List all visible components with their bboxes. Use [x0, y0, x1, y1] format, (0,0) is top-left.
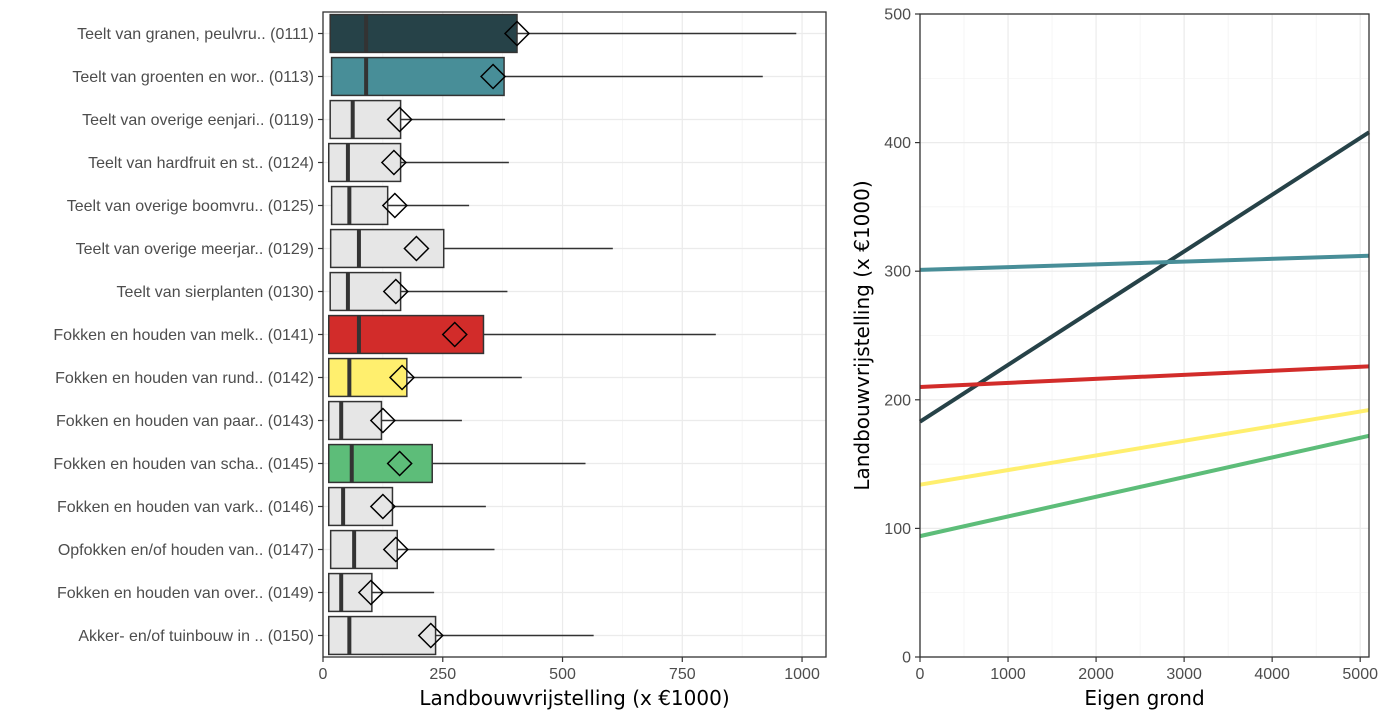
- boxplot-category-label: Teelt van sierplanten (0130): [117, 284, 314, 301]
- box-row: [327, 400, 462, 441]
- line-x-tick-label: 3000: [1166, 666, 1202, 683]
- line-y-axis-title: Landbouwvrijstelling (x €1000): [850, 180, 874, 490]
- box-mean-marker: [388, 364, 416, 391]
- series-line: [919, 408, 1370, 487]
- boxplot-x-tick-label: 750: [669, 666, 696, 683]
- boxplot-category-label: Fokken en houden van rund.. (0142): [55, 370, 314, 387]
- line-x-tick-label: 5000: [1342, 666, 1378, 683]
- boxplot-x-tick-label: 0: [319, 666, 328, 683]
- line-x-tick-label: 2000: [1078, 666, 1114, 683]
- boxplot-category-label: Fokken en houden van scha.. (0145): [53, 456, 314, 473]
- line-gridlines: [919, 13, 1369, 658]
- box-iqr: [329, 271, 402, 312]
- box-mean-marker: [357, 579, 384, 606]
- box-row: [327, 572, 435, 613]
- box-iqr: [327, 357, 408, 398]
- box-row: [327, 142, 509, 183]
- box-row: [329, 99, 506, 140]
- box-mean-marker: [403, 235, 430, 262]
- box-row: [330, 56, 763, 97]
- line-x-tick-label: 0: [916, 666, 925, 683]
- box-iqr: [327, 443, 433, 484]
- boxplot-category-label: Opfokken en/of houden van.. (0147): [58, 542, 314, 559]
- boxplot-category-label: Akker- en/of tuinbouw in .. (0150): [78, 628, 314, 645]
- boxplot-category-label: Teelt van overige meerjar.. (0129): [76, 241, 314, 258]
- box-row: [327, 357, 522, 398]
- line-frame: [919, 13, 1370, 658]
- line-y-tick-label: 300: [884, 264, 911, 281]
- box-mean-marker: [369, 407, 396, 434]
- box-row: [327, 615, 594, 656]
- box-iqr: [329, 99, 402, 140]
- boxplot-category-label: Fokken en houden van paar.. (0143): [56, 413, 314, 430]
- box-mean-marker: [441, 321, 468, 348]
- box-iqr: [327, 400, 383, 441]
- box-row: [327, 314, 716, 355]
- box-mean-marker: [369, 493, 396, 520]
- box-mean-marker: [382, 536, 409, 563]
- line-y-tick-label: 400: [884, 135, 911, 152]
- box-iqr: [330, 56, 505, 97]
- line-y-tick-label: 0: [902, 650, 911, 667]
- series-line: [918, 130, 1371, 424]
- series-line: [919, 364, 1370, 389]
- series-line: [919, 433, 1370, 539]
- boxplot-marks: [327, 13, 797, 656]
- boxplot-ticks: Teelt van granen, peulvru.. (0111) Teelt …: [53, 26, 820, 683]
- box-iqr: [329, 228, 445, 269]
- boxplot-x-tick-label: 500: [549, 666, 576, 683]
- boxplot-category-label: Fokken en houden van over.. (0149): [57, 585, 314, 602]
- line-y-tick-label: 500: [884, 7, 911, 24]
- box-row: [329, 271, 508, 312]
- box-iqr: [329, 529, 399, 570]
- box-row: [329, 529, 495, 570]
- boxplot-x-tick-label: 250: [429, 666, 456, 683]
- box-mean-marker: [503, 20, 531, 47]
- box-mean-marker: [382, 278, 409, 305]
- box-iqr: [327, 142, 402, 183]
- line-marks: [918, 130, 1371, 539]
- boxplot-panel: Teelt van granen, peulvru.. (0111) Teelt …: [53, 11, 827, 710]
- boxplot-category-label: Fokken en houden van vark.. (0146): [57, 499, 314, 516]
- box-row: [327, 486, 486, 527]
- series-line: [919, 253, 1370, 272]
- line-x-tick-label: 1000: [990, 666, 1026, 683]
- box-iqr: [329, 13, 518, 54]
- box-mean-marker: [381, 192, 408, 219]
- line-y-tick-label: 200: [884, 392, 911, 409]
- box-row: [330, 185, 470, 226]
- box-mean-marker: [417, 622, 444, 649]
- boxplot-category-label: Teelt van granen, peulvru.. (0111): [77, 26, 314, 43]
- box-row: [329, 228, 613, 269]
- line-x-axis-title: Eigen grond: [1084, 686, 1204, 710]
- line-x-tick-label: 4000: [1254, 666, 1290, 683]
- box-iqr: [327, 572, 373, 613]
- boxplot-category-label: Teelt van hardfruit en st.. (0124): [88, 155, 314, 172]
- box-mean-marker: [480, 63, 507, 90]
- box-iqr: [327, 314, 485, 355]
- box-mean-marker: [386, 106, 413, 133]
- box-mean-marker: [380, 149, 407, 176]
- box-iqr: [330, 185, 389, 226]
- boxplot-category-label: Teelt van overige eenjari.. (0119): [82, 112, 314, 129]
- box-mean-marker: [386, 450, 413, 477]
- box-row: [327, 443, 586, 484]
- line-y-tick-label: 100: [884, 521, 911, 538]
- boxplot-category-label: Teelt van overige boomvru.. (0125): [67, 198, 314, 215]
- box-row: [329, 13, 797, 54]
- boxplot-category-label: Fokken en houden van melk.. (0141): [53, 327, 314, 344]
- boxplot-category-label: Teelt van groenten en wor.. (0113): [72, 69, 314, 86]
- boxplot-x-axis-title: Landbouwvrijstelling (x €1000): [419, 686, 729, 710]
- boxplot-x-tick-label: 1000: [784, 666, 820, 683]
- box-iqr: [327, 486, 394, 527]
